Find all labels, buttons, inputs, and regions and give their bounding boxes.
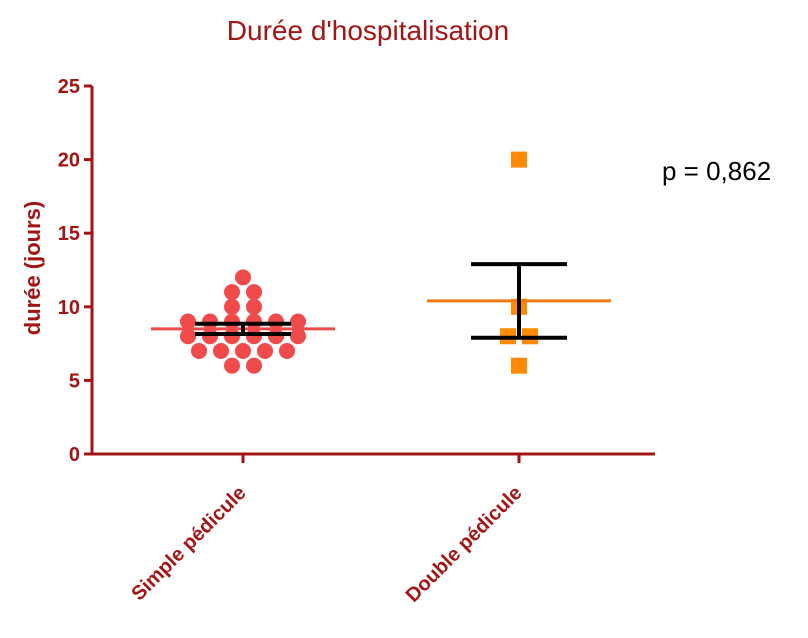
data-point — [246, 313, 262, 330]
data-point — [224, 328, 240, 345]
p-value-annotation: p = 0,862 — [662, 156, 771, 186]
data-point — [213, 342, 229, 359]
data-point — [290, 328, 306, 345]
x-tick-label: Simple pédicule — [127, 482, 250, 605]
data-point — [257, 342, 273, 359]
y-tick-label: 10 — [58, 297, 80, 319]
data-point — [268, 313, 284, 330]
data-point — [224, 357, 240, 374]
y-tick-label: 25 — [58, 76, 80, 98]
y-tick-label: 20 — [58, 150, 80, 172]
data-point — [511, 357, 527, 374]
y-axis-label: durée (jours) — [20, 201, 45, 335]
chart-title: Durée d'hospitalisation — [227, 15, 509, 46]
data-point — [246, 357, 262, 374]
data-point — [246, 298, 262, 315]
data-point — [246, 328, 262, 345]
data-point — [180, 328, 196, 345]
y-ticks: 0 5 10 15 20 25 — [58, 76, 92, 466]
y-tick-label: 15 — [58, 223, 80, 245]
data-point — [202, 328, 218, 345]
data-point — [202, 313, 218, 330]
x-ticks: Simple pédicule Double pédicule — [127, 454, 527, 607]
summary-lines — [151, 262, 611, 340]
axes — [90, 86, 655, 456]
data-point — [268, 328, 284, 345]
data-point — [224, 298, 240, 315]
data-point — [511, 151, 527, 168]
data-point — [224, 284, 240, 301]
data-point — [279, 342, 295, 359]
data-point — [224, 313, 240, 330]
data-point — [290, 313, 306, 330]
data-point — [246, 284, 262, 301]
data-point — [235, 269, 251, 286]
data-point — [180, 313, 196, 330]
data-point — [235, 342, 251, 359]
x-tick-label: Double pédicule — [402, 482, 527, 607]
data-point — [191, 342, 207, 359]
y-tick-label: 5 — [69, 370, 80, 392]
y-tick-label: 0 — [69, 444, 80, 466]
